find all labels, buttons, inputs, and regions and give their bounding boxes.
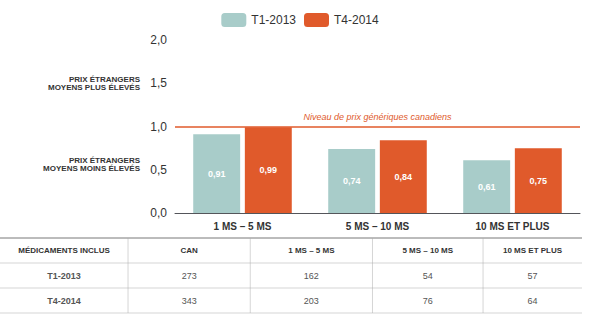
svg-text:PRIX ÉTRANGERS: PRIX ÉTRANGERS bbox=[68, 74, 140, 84]
svg-text:5 MS – 10 MS: 5 MS – 10 MS bbox=[346, 221, 410, 232]
svg-text:10 MS ET PLUS: 10 MS ET PLUS bbox=[503, 246, 563, 255]
svg-text:0,99: 0,99 bbox=[260, 165, 278, 175]
svg-text:1,5: 1,5 bbox=[150, 76, 167, 90]
svg-text:5 MS – 10 MS: 5 MS – 10 MS bbox=[402, 246, 453, 255]
svg-text:0,5: 0,5 bbox=[150, 163, 167, 177]
svg-text:1 MS – 5 MS: 1 MS – 5 MS bbox=[214, 221, 272, 232]
svg-text:64: 64 bbox=[528, 296, 538, 306]
svg-text:T1-2013: T1-2013 bbox=[251, 13, 296, 27]
svg-text:T1-2013: T1-2013 bbox=[47, 271, 81, 281]
svg-text:54: 54 bbox=[423, 271, 433, 281]
svg-text:Niveau de prix génériques cana: Niveau de prix génériques canadiens bbox=[303, 112, 452, 122]
svg-text:10 MS ET PLUS: 10 MS ET PLUS bbox=[476, 221, 550, 232]
svg-text:PRIX ÉTRANGERS: PRIX ÉTRANGERS bbox=[68, 156, 140, 166]
svg-text:273: 273 bbox=[182, 271, 197, 281]
svg-text:MOYENS PLUS ÉLEVÉS: MOYENS PLUS ÉLEVÉS bbox=[48, 83, 141, 92]
svg-text:343: 343 bbox=[182, 296, 197, 306]
svg-text:T4-2014: T4-2014 bbox=[47, 296, 81, 306]
svg-text:0,75: 0,75 bbox=[530, 176, 548, 186]
svg-text:MOYENS MOINS ÉLEVÉS: MOYENS MOINS ÉLEVÉS bbox=[43, 164, 141, 173]
svg-text:76: 76 bbox=[423, 296, 433, 306]
svg-text:1 MS – 5 MS: 1 MS – 5 MS bbox=[288, 246, 335, 255]
svg-text:MÉDICAMENTS INCLUS: MÉDICAMENTS INCLUS bbox=[18, 246, 110, 255]
svg-text:0,0: 0,0 bbox=[150, 206, 167, 220]
svg-text:57: 57 bbox=[528, 271, 538, 281]
svg-text:1,0: 1,0 bbox=[150, 120, 167, 134]
svg-text:0,84: 0,84 bbox=[395, 172, 413, 182]
svg-text:2,0: 2,0 bbox=[150, 33, 167, 47]
svg-text:203: 203 bbox=[304, 296, 319, 306]
svg-text:T4-2014: T4-2014 bbox=[334, 13, 379, 27]
svg-text:0,91: 0,91 bbox=[208, 169, 226, 179]
svg-text:CAN: CAN bbox=[180, 246, 198, 255]
svg-text:0,61: 0,61 bbox=[478, 182, 496, 192]
svg-text:162: 162 bbox=[304, 271, 319, 281]
svg-text:0,74: 0,74 bbox=[343, 176, 361, 186]
